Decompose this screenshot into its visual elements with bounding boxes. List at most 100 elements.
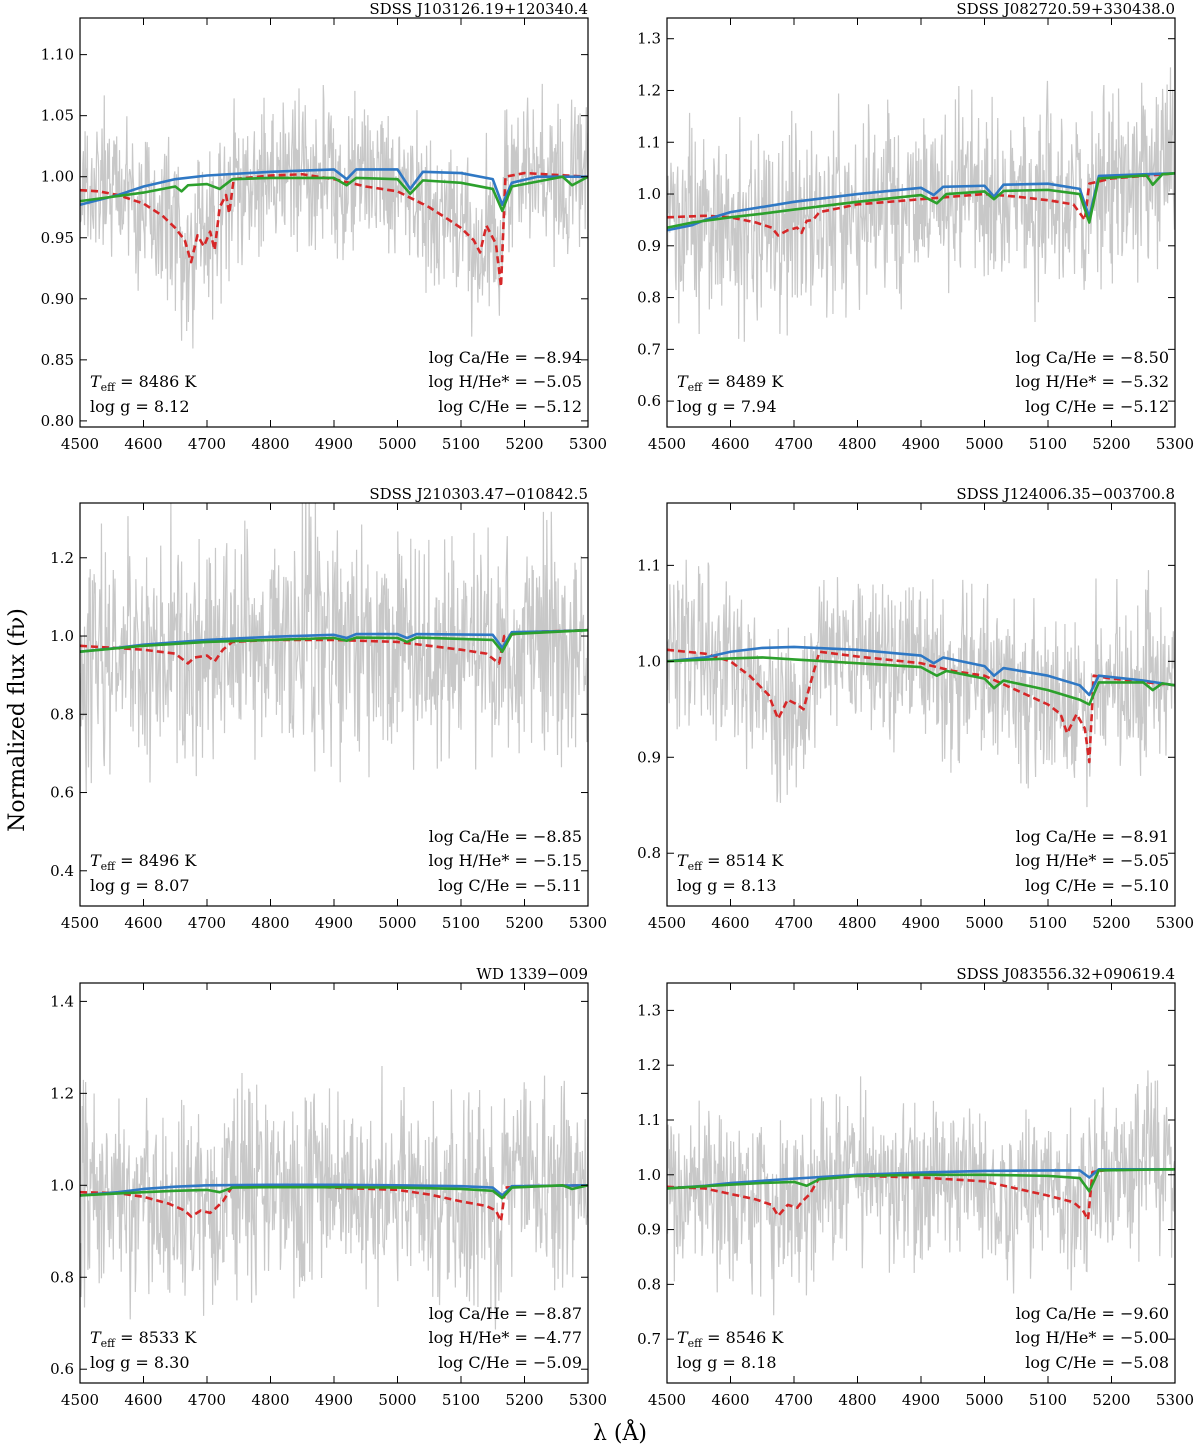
ca-he-label: log Ca/He = −9.60	[1016, 1304, 1169, 1323]
y-tick-label: 0.6	[50, 784, 74, 802]
x-tick-label: 4700	[775, 435, 813, 453]
observed-spectrum	[80, 488, 588, 791]
x-tick-label: 5100	[1029, 914, 1067, 932]
logg-label: log g = 8.12	[90, 397, 190, 416]
teff-label: Teff = 8546 K	[677, 1328, 784, 1350]
teff-label: Teff = 8533 K	[90, 1328, 197, 1350]
x-tick-label: 5300	[569, 914, 607, 932]
x-tick-label: 4800	[838, 1391, 876, 1409]
y-tick-label: 1.05	[41, 107, 74, 125]
x-tick-label: 4500	[648, 435, 686, 453]
h-he-label: log H/He* = −4.77	[429, 1328, 582, 1347]
teff-value: = 8514 K	[702, 851, 784, 870]
x-tick-label: 5000	[965, 914, 1003, 932]
y-tick-label: 1.3	[637, 30, 661, 48]
y-tick-label: 0.8	[50, 705, 74, 723]
y-tick-label: 1.0	[50, 627, 74, 645]
x-tick-label: 5300	[1156, 435, 1194, 453]
teff-subscript: eff	[101, 1337, 117, 1350]
x-tick-label: 4500	[648, 1391, 686, 1409]
x-tick-label: 4800	[251, 914, 289, 932]
teff-value: = 8489 K	[702, 372, 784, 391]
ca-he-label: log Ca/He = −8.50	[1016, 348, 1169, 367]
x-tick-label: 4800	[838, 914, 876, 932]
x-tick-label: 4700	[775, 914, 813, 932]
x-tick-label: 5000	[378, 1391, 416, 1409]
y-tick-label: 0.9	[637, 748, 661, 766]
x-axis-title-text: λ (Å)	[593, 1418, 647, 1446]
teff-label: Teff = 8514 K	[677, 851, 784, 873]
x-tick-label: 5200	[1092, 1391, 1130, 1409]
x-tick-label: 5100	[442, 435, 480, 453]
h-he-label: log H/He* = −5.00	[1016, 1328, 1169, 1347]
panel-title: SDSS J103126.19+120340.4	[369, 0, 588, 18]
y-tick-label: 0.8	[50, 1268, 74, 1286]
teff-subscript: eff	[101, 381, 117, 394]
x-tick-label: 5200	[1092, 914, 1130, 932]
x-tick-label: 5100	[1029, 1391, 1067, 1409]
y-tick-label: 1.2	[50, 549, 74, 567]
x-tick-label: 4900	[902, 914, 940, 932]
x-tick-label: 5300	[1156, 1391, 1194, 1409]
x-tick-label: 4600	[711, 435, 749, 453]
x-tick-label: 5100	[442, 1391, 480, 1409]
y-tick-label: 1.2	[637, 1056, 661, 1074]
y-tick-label: 0.6	[637, 392, 661, 410]
y-tick-label: 1.0	[637, 1166, 661, 1184]
x-tick-label: 4500	[61, 435, 99, 453]
teff-subscript: eff	[688, 381, 704, 394]
y-tick-label: 0.80	[41, 412, 74, 430]
teff-label: Teff = 8496 K	[90, 851, 197, 873]
c-he-label: log C/He = −5.09	[438, 1353, 582, 1372]
x-tick-label: 4500	[648, 914, 686, 932]
y-axis-title: Normalized flux (fν)	[2, 560, 32, 880]
x-tick-label: 4900	[315, 435, 353, 453]
y-tick-label: 1.1	[637, 1111, 661, 1129]
y-tick-label: 0.6	[50, 1360, 74, 1378]
y-tick-label: 1.2	[50, 1084, 74, 1102]
x-tick-label: 5300	[569, 435, 607, 453]
plot-area	[667, 560, 1175, 807]
teff-value: = 8533 K	[115, 1328, 197, 1347]
x-tick-label: 4700	[188, 435, 226, 453]
x-tick-label: 5100	[1029, 435, 1067, 453]
h-he-label: log H/He* = −5.05	[1016, 851, 1169, 870]
x-tick-label: 4800	[251, 435, 289, 453]
y-tick-label: 1.3	[637, 1001, 661, 1019]
x-tick-label: 5000	[965, 435, 1003, 453]
x-tick-label: 4600	[711, 1391, 749, 1409]
teff-subscript: eff	[688, 1337, 704, 1350]
y-tick-label: 1.00	[41, 168, 74, 186]
y-tick-label: 0.9	[637, 1221, 661, 1239]
y-tick-label: 0.85	[41, 351, 74, 369]
plot-area	[667, 1070, 1175, 1315]
panel-title: SDSS J210303.47−010842.5	[369, 485, 588, 503]
x-tick-label: 4700	[188, 1391, 226, 1409]
teff-label: Teff = 8489 K	[677, 372, 784, 394]
ca-he-label: log Ca/He = −8.91	[1016, 827, 1169, 846]
x-tick-label: 4500	[61, 914, 99, 932]
teff-value: = 8496 K	[115, 851, 197, 870]
observed-spectrum	[80, 1066, 588, 1330]
logg-label: log g = 8.30	[90, 1353, 190, 1372]
c-he-label: log C/He = −5.12	[1025, 397, 1169, 416]
y-axis-title-text: Normalized flux (fν)	[5, 608, 30, 832]
h-he-label: log H/He* = −5.05	[429, 372, 582, 391]
x-tick-label: 5200	[505, 1391, 543, 1409]
panel-title: SDSS J083556.32+090619.4	[956, 965, 1175, 983]
teff-value: = 8486 K	[115, 372, 197, 391]
teff-value: = 8546 K	[702, 1328, 784, 1347]
x-tick-label: 4500	[61, 1391, 99, 1409]
y-tick-label: 0.9	[637, 237, 661, 255]
c-he-label: log C/He = −5.10	[1025, 876, 1169, 895]
plot-area	[80, 488, 588, 791]
observed-spectrum	[667, 1070, 1175, 1315]
teff-label: Teff = 8486 K	[90, 372, 197, 394]
y-tick-label: 0.95	[41, 229, 74, 247]
